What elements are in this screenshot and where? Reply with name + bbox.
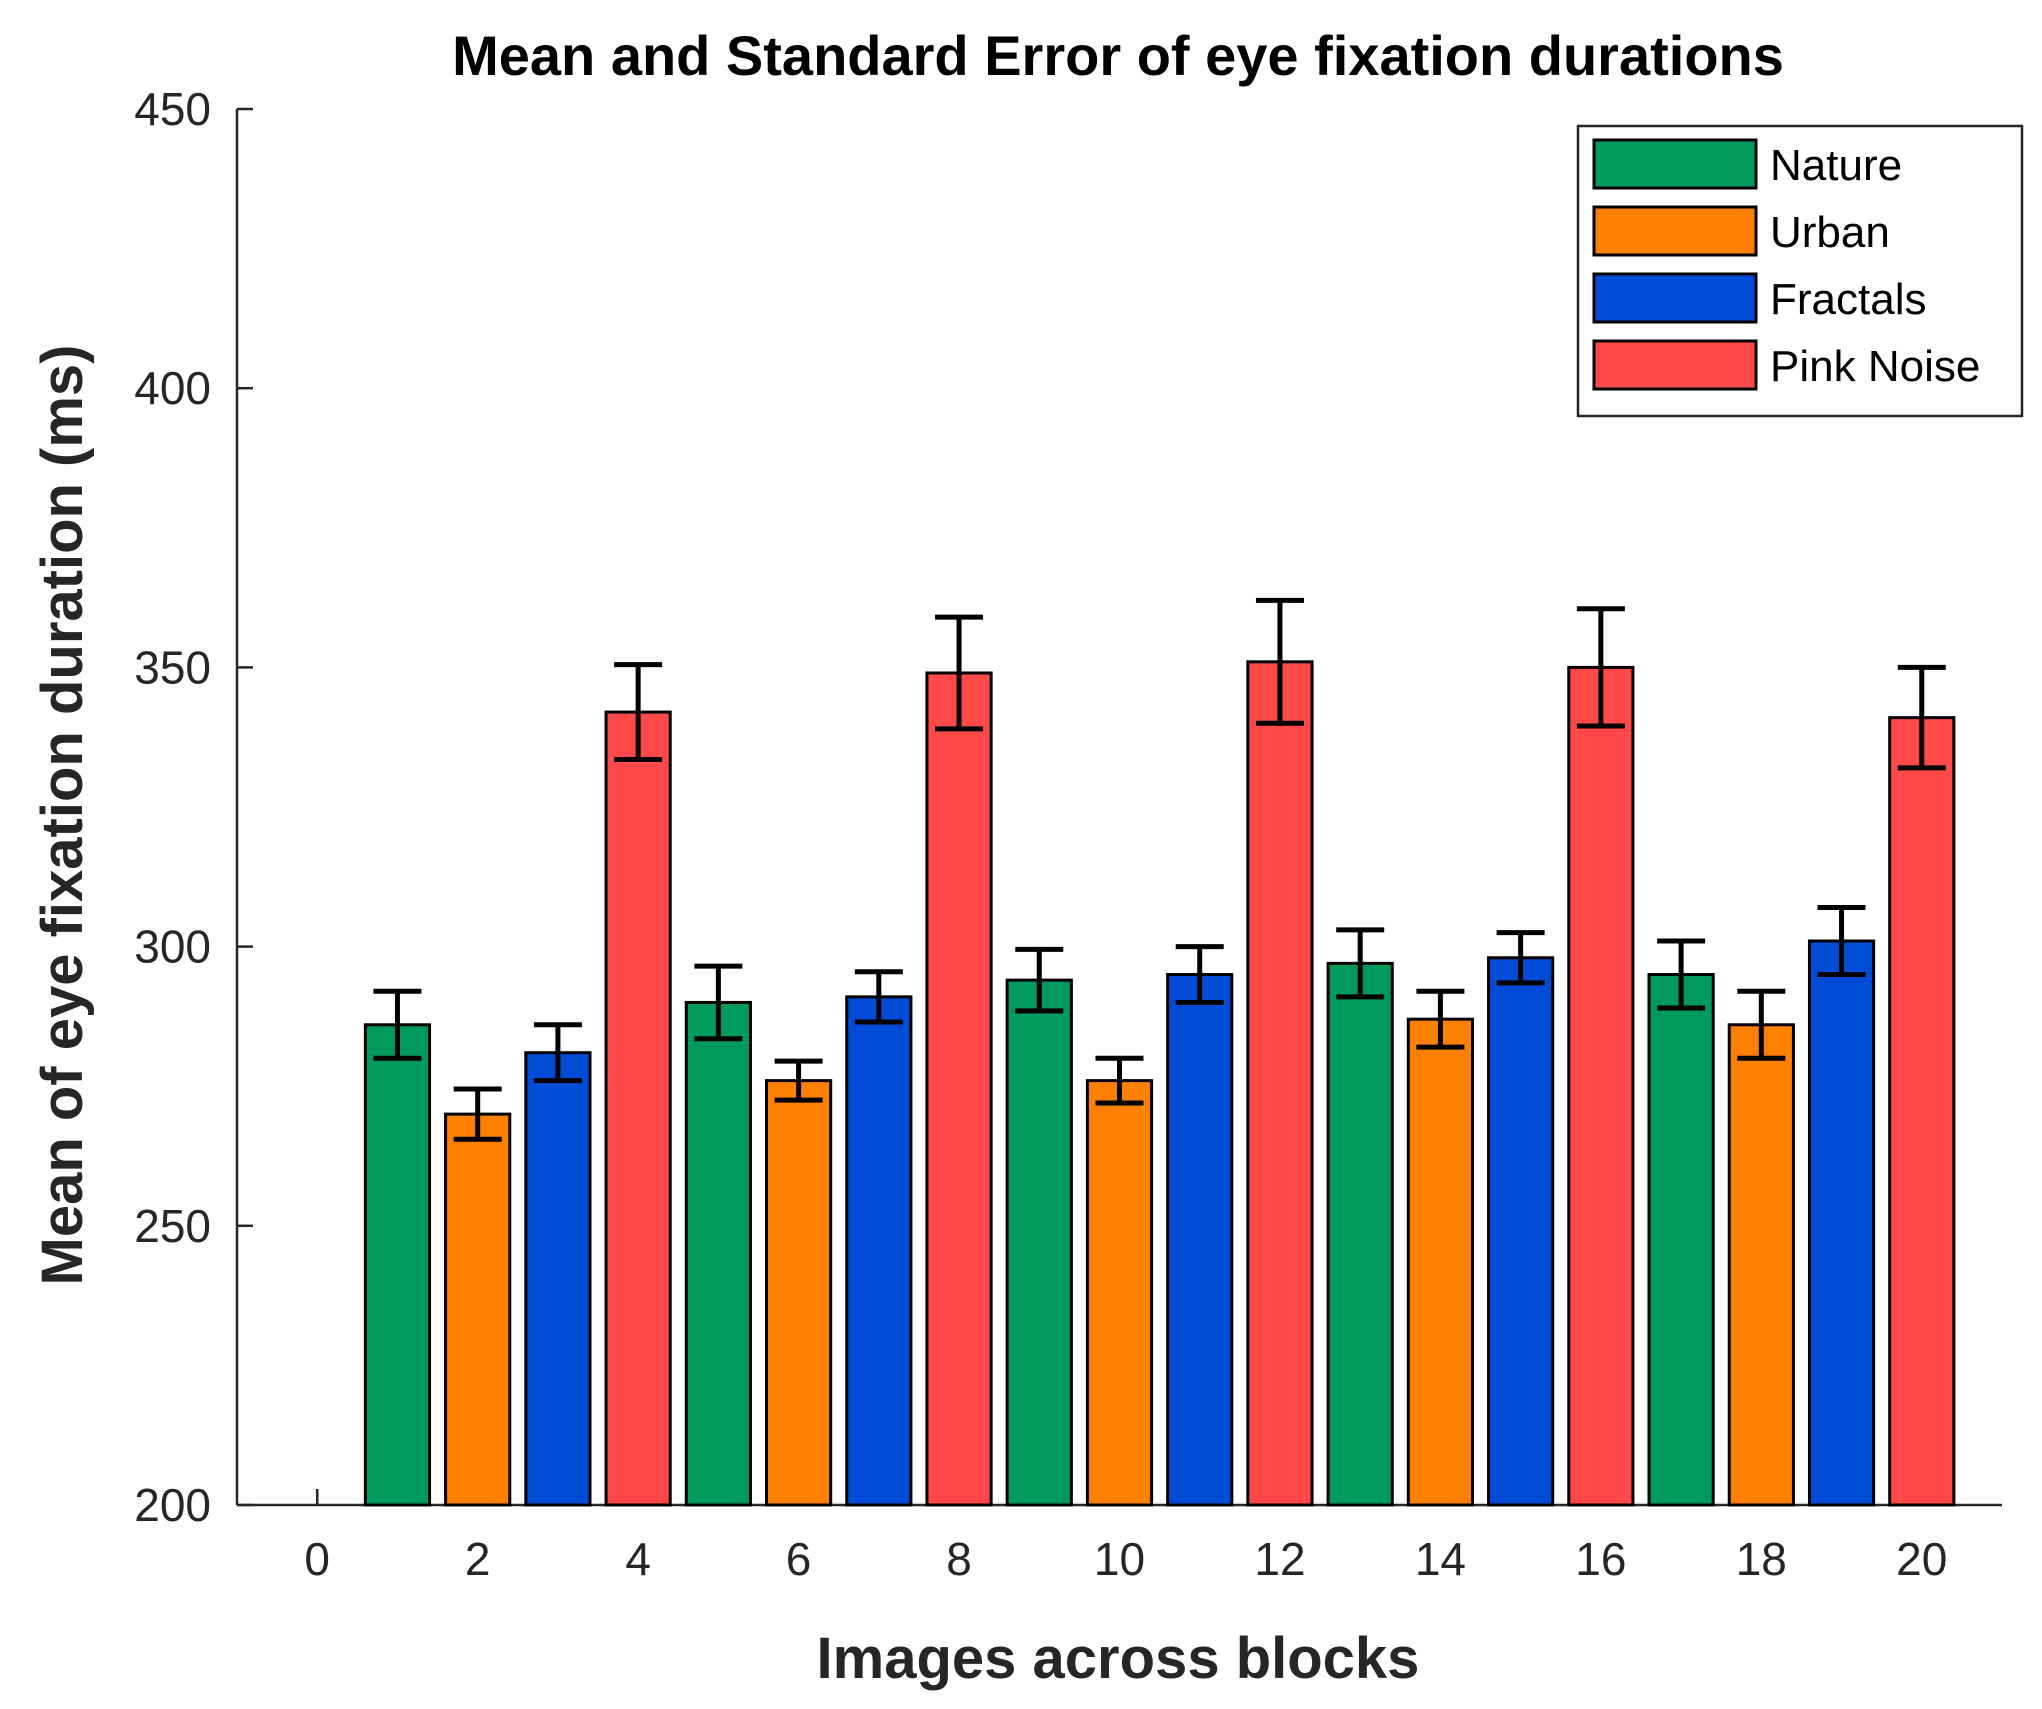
error-bar (694, 963, 743, 1042)
y-tick-label: 400 (134, 362, 211, 414)
error-bar (373, 988, 422, 1061)
bar-pink-noise (925, 671, 993, 1507)
error-bar (1576, 606, 1625, 729)
bar-fractals (845, 995, 913, 1507)
bar-fractals (524, 1051, 592, 1507)
error-bar (1015, 946, 1064, 1014)
error-bar (1657, 938, 1706, 1011)
plot-area: 200 250 300 350 400 450 0 2 4 6 8 10 12 14 16 18 20 Natur… (134, 83, 2024, 1585)
legend-swatch-fractals (1592, 272, 1758, 324)
error-bar (1255, 597, 1304, 726)
bar-urban (1406, 1017, 1475, 1507)
error-bar (614, 662, 663, 763)
y-tick-label: 200 (134, 1479, 211, 1531)
x-tick-label: 12 (1254, 1533, 1305, 1585)
y-axis-title: Mean of eye fixation duration (ms) (30, 345, 95, 1286)
legend-label-urban: Urban (1770, 208, 1890, 257)
y-tick-label: 450 (134, 83, 211, 135)
x-tick-label: 4 (625, 1533, 651, 1585)
legend-label-fractals: Fractals (1770, 275, 1926, 324)
bar-nature (684, 1000, 752, 1507)
bar-urban (1727, 1023, 1795, 1507)
bar-pink-noise (1246, 660, 1314, 1507)
error-bar (854, 969, 903, 1025)
x-tick-label: 8 (946, 1533, 972, 1585)
error-bar (1336, 927, 1385, 1000)
error-bar (1897, 664, 1946, 771)
x-tick-label: 6 (786, 1533, 812, 1585)
error-bar (1416, 988, 1465, 1050)
legend-swatch-nature (1592, 138, 1758, 190)
x-tick-label: 20 (1896, 1533, 1947, 1585)
bar-fractals (1487, 956, 1555, 1507)
bar-urban (444, 1112, 512, 1507)
bar-fractals (1166, 973, 1234, 1507)
error-bar (533, 1022, 582, 1084)
error-bar (453, 1086, 502, 1142)
y-tick-label: 300 (134, 921, 211, 973)
legend-label-nature: Nature (1770, 141, 1902, 190)
bar-fractals (1807, 939, 1876, 1507)
error-bar (1737, 988, 1786, 1061)
bar-nature (1326, 961, 1394, 1507)
bar-pink-noise (1888, 716, 1956, 1507)
error-bar (1496, 930, 1545, 986)
x-tick-label: 16 (1575, 1533, 1626, 1585)
x-tick-label: 18 (1736, 1533, 1787, 1585)
x-tick-label: 10 (1094, 1533, 1145, 1585)
error-bar (935, 614, 984, 732)
bar-nature (1005, 978, 1073, 1507)
x-tick-label: 0 (304, 1533, 330, 1585)
bar-nature (363, 1023, 432, 1507)
legend-swatch-pink-noise (1592, 339, 1758, 391)
bar-pink-noise (1567, 665, 1635, 1507)
bar-nature (1647, 973, 1715, 1507)
x-tick-label: 2 (465, 1533, 491, 1585)
y-tick-label: 350 (134, 641, 211, 693)
error-bar (1817, 905, 1866, 978)
y-tick-label: 250 (134, 1200, 211, 1252)
legend-label-pink-noise: Pink Noise (1770, 342, 1980, 391)
error-bar (1095, 1055, 1144, 1106)
legend-swatch-urban (1592, 205, 1758, 257)
bar-pink-noise (604, 710, 672, 1507)
chart-title: Mean and Standard Error of eye fixation … (452, 24, 1784, 87)
legend: Nature Urban Fractals Pink Noise (1576, 124, 2024, 418)
x-axis-title: Images across blocks (817, 1626, 1420, 1691)
error-bar (1175, 944, 1224, 1005)
bar-urban (765, 1079, 833, 1507)
error-bar (774, 1058, 823, 1103)
x-tick-label: 14 (1415, 1533, 1466, 1585)
bar-urban (1085, 1079, 1154, 1507)
